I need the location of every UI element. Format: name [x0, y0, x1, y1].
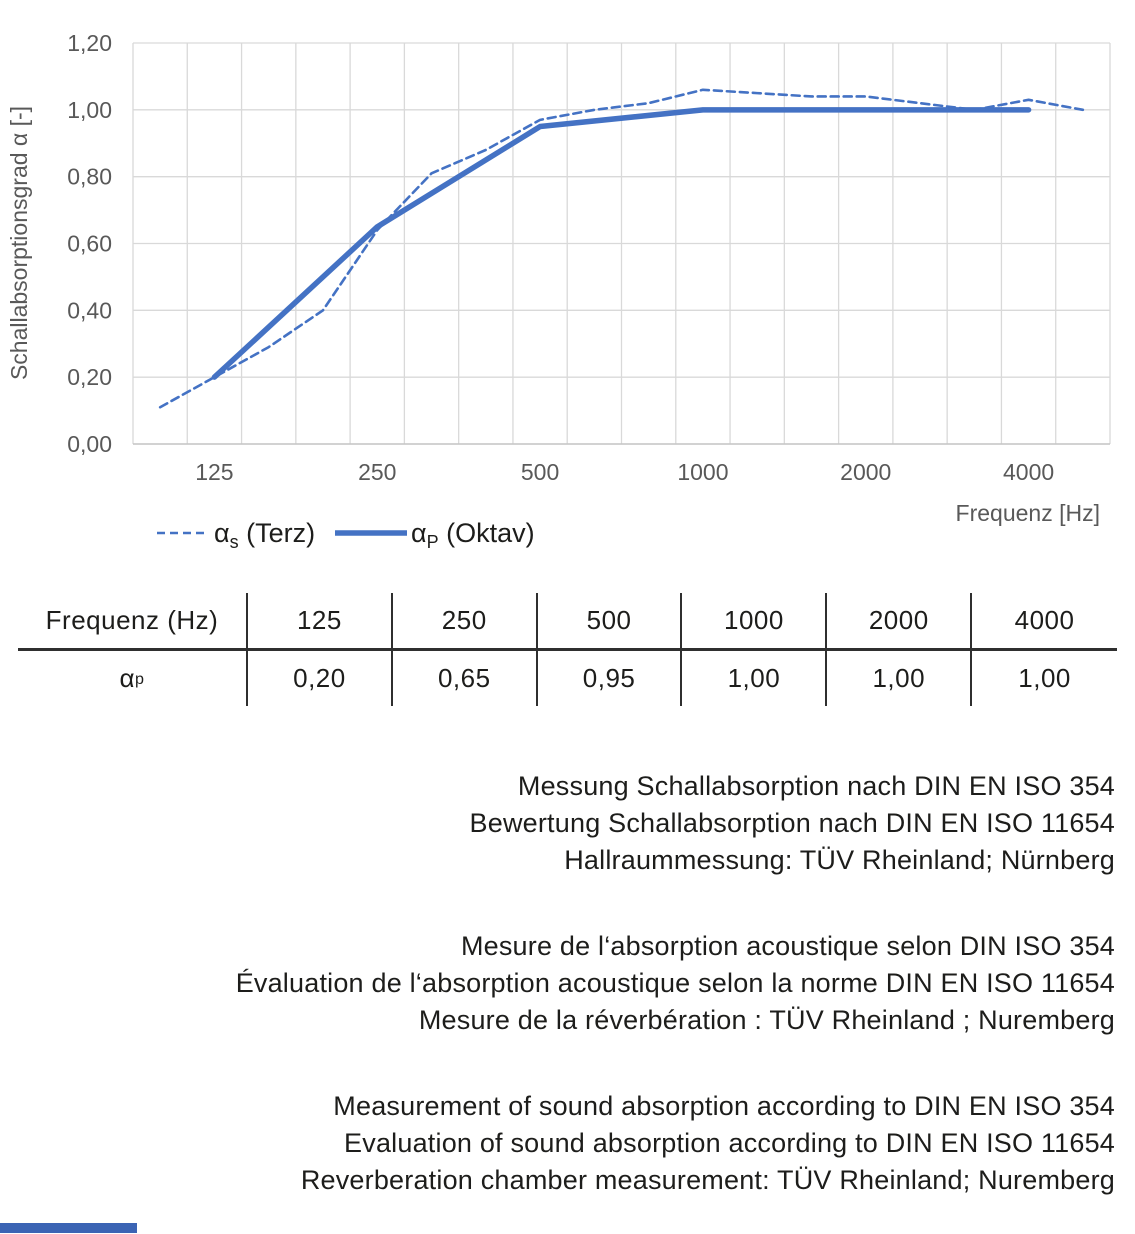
note-line: Mesure de l‘absorption acoustique selon … [460, 931, 1115, 961]
table-header-500: 500 [537, 593, 683, 651]
svg-text:2000: 2000 [840, 459, 891, 485]
svg-text:1,00: 1,00 [67, 97, 112, 123]
octave-band-table: Frequenz (Hz) 125 250 500 1000 2000 4000… [18, 593, 1117, 706]
table-header-1000: 1000 [682, 593, 828, 651]
sound-absorption-chart: 0,00 0,20 0,40 0,60 0,80 1,00 1,20 125 250 500 100… [6, 30, 1111, 552]
svg-text:Schallabsorptionsgrad α [-]: Schallabsorptionsgrad α [-] [6, 106, 32, 380]
table-header-250: 250 [392, 593, 538, 651]
note-line: Hallraummessung: TÜV Rheinland; Nürnberg [564, 845, 1115, 875]
svg-text:0,20: 0,20 [67, 364, 112, 390]
table-value-4000: 1,00 [1018, 663, 1071, 693]
table-value-125: 0,20 [248, 651, 393, 706]
note-line: Evaluation of sound absorption according… [344, 1128, 1115, 1158]
svg-text:αs (Terz): αs (Terz) [214, 518, 315, 552]
notes-english: Measurement of sound absorption accordin… [15, 1088, 1115, 1199]
note-line: Reverberation chamber measurement: TÜV R… [300, 1165, 1115, 1195]
svg-text:1,20: 1,20 [67, 30, 112, 56]
svg-text:0,40: 0,40 [67, 297, 112, 323]
table-header-4000: 4000 [972, 593, 1117, 651]
footer-accent-bar [0, 1223, 137, 1233]
table-value-500: 0,95 [538, 651, 683, 706]
svg-text:125: 125 [195, 459, 233, 485]
svg-text:0,60: 0,60 [67, 231, 112, 257]
note-line: Measurement of sound absorption accordin… [333, 1091, 1115, 1121]
svg-text:500: 500 [521, 459, 559, 485]
svg-text:1000: 1000 [677, 459, 728, 485]
svg-text:0,00: 0,00 [67, 431, 112, 457]
note-line: Mesure de la réverbération : TÜV Rheinla… [418, 1005, 1115, 1035]
svg-text:250: 250 [358, 459, 396, 485]
table-value-1000: 1,00 [682, 651, 828, 706]
svg-text:4000: 4000 [1003, 459, 1054, 485]
svg-text:0,80: 0,80 [67, 164, 112, 190]
svg-text:αP (Oktav): αP (Oktav) [411, 518, 535, 552]
note-line: Messung Schallabsorption nach DIN EN ISO… [517, 771, 1115, 801]
alpha-symbol: α [119, 663, 136, 693]
svg-text:Frequenz [Hz]: Frequenz [Hz] [956, 500, 1100, 526]
table-value-250: 0,65 [393, 651, 538, 706]
notes-french: Mesure de l‘absorption acoustique selon … [15, 928, 1115, 1039]
table-header-125: 125 [248, 593, 393, 651]
note-line: Bewertung Schallabsorption nach DIN EN I… [469, 808, 1115, 838]
table-header-frequency: Frequenz (Hz) [18, 593, 248, 651]
table-header-2000: 2000 [827, 593, 973, 651]
table-value-2000: 1,00 [827, 651, 973, 706]
notes-german: Messung Schallabsorption nach DIN EN ISO… [15, 768, 1115, 879]
note-line: Évaluation de l‘absorption acoustique se… [235, 968, 1115, 998]
